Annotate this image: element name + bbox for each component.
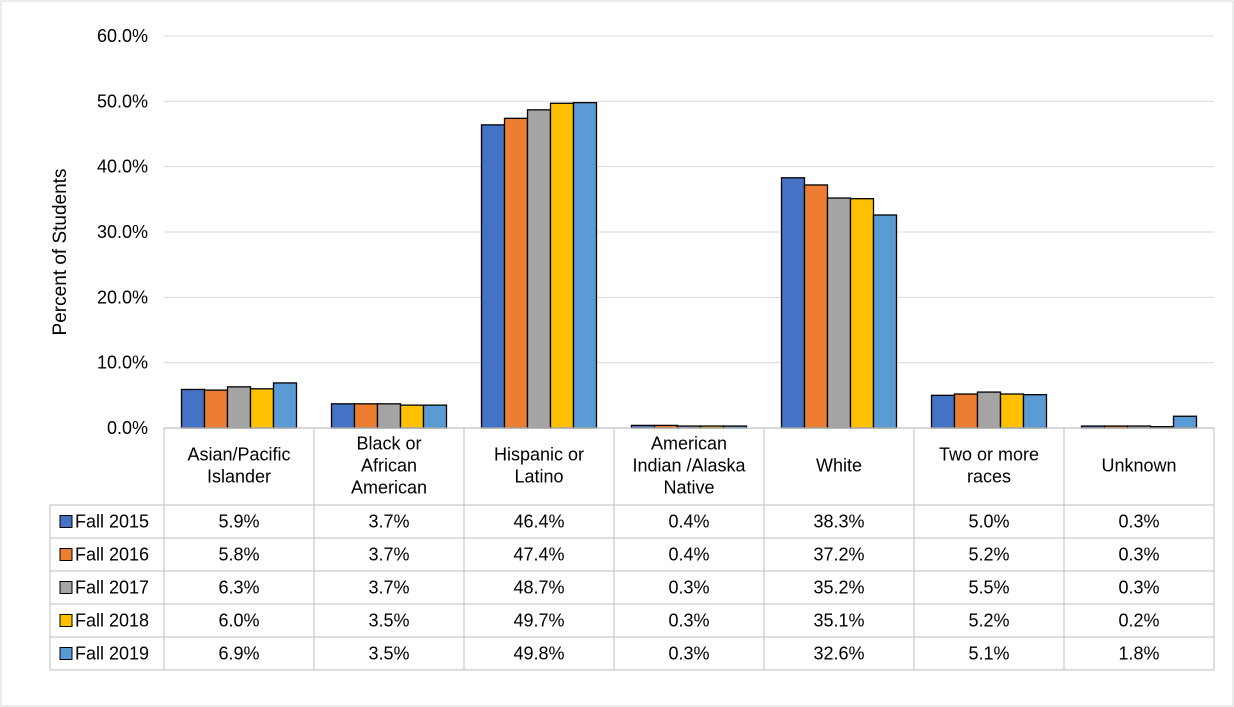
bar xyxy=(376,403,402,429)
data-label: 35.2% xyxy=(813,578,864,598)
data-label: 0.3% xyxy=(668,578,709,598)
data-label: 0.4% xyxy=(668,545,709,565)
bar xyxy=(826,197,852,429)
bar xyxy=(226,386,252,429)
bar xyxy=(399,404,425,429)
data-label: 0.2% xyxy=(1118,611,1159,631)
data-label: 0.3% xyxy=(1118,545,1159,565)
data-label: 3.5% xyxy=(368,611,409,631)
data-label: 0.4% xyxy=(668,512,709,532)
bar xyxy=(353,403,379,429)
category-label: White xyxy=(816,456,862,476)
data-label: 47.4% xyxy=(513,545,564,565)
legend-label: Fall 2019 xyxy=(75,644,149,664)
y-tick-label: 50.0% xyxy=(97,91,148,111)
bar xyxy=(1022,394,1048,429)
data-table: Asian/Pacific Islander Black or African Amer… xyxy=(49,427,1215,671)
data-label: 5.5% xyxy=(968,578,1009,598)
data-label: 3.7% xyxy=(368,578,409,598)
y-tick-label: 10.0% xyxy=(97,353,148,373)
data-label: 46.4% xyxy=(513,512,564,532)
bar xyxy=(272,382,298,429)
data-label: 0.3% xyxy=(668,644,709,664)
bar xyxy=(872,214,898,429)
bars xyxy=(180,101,1198,429)
data-label: 5.9% xyxy=(218,512,259,532)
data-label: 48.7% xyxy=(513,578,564,598)
legend-swatch xyxy=(59,614,73,627)
data-label: 5.8% xyxy=(218,545,259,565)
category-label: Asian/Pacific Islander xyxy=(187,445,290,487)
bar xyxy=(953,393,979,429)
data-label: 0.3% xyxy=(1118,512,1159,532)
bar xyxy=(930,394,956,429)
legend-swatch xyxy=(59,548,73,561)
bar xyxy=(503,117,529,429)
bar xyxy=(549,102,575,429)
category-label: American Indian /Alaska Native xyxy=(632,434,746,498)
category-label: Black or African American xyxy=(351,434,427,498)
data-label: 3.7% xyxy=(368,545,409,565)
data-label: 3.5% xyxy=(368,644,409,664)
bar xyxy=(480,124,506,429)
data-label: 6.9% xyxy=(218,644,259,664)
bar xyxy=(526,109,552,429)
legend-label: Fall 2016 xyxy=(75,545,149,565)
data-label: 6.0% xyxy=(218,611,259,631)
legend-swatch xyxy=(59,515,73,528)
bar xyxy=(180,388,206,429)
data-label: 5.2% xyxy=(968,545,1009,565)
y-axis-ticks: 0.0% 10.0% 20.0% 30.0% 40.0% 50.0% 60.0% xyxy=(97,26,148,438)
bar xyxy=(780,177,806,429)
y-axis-label: Percent of Students xyxy=(50,169,71,336)
bar xyxy=(572,101,598,429)
y-tick-label: 40.0% xyxy=(97,157,148,177)
data-label: 5.2% xyxy=(968,611,1009,631)
category-label: Unknown xyxy=(1101,456,1176,476)
gridlines xyxy=(164,35,1214,364)
legend-label: Fall 2017 xyxy=(75,578,149,598)
y-tick-label: 60.0% xyxy=(97,26,148,46)
data-label: 3.7% xyxy=(368,512,409,532)
bar xyxy=(422,404,448,429)
data-label: 5.1% xyxy=(968,644,1009,664)
bar xyxy=(249,388,275,429)
y-tick-label: 0.0% xyxy=(107,418,148,438)
data-label: 38.3% xyxy=(813,512,864,532)
bar xyxy=(330,403,356,429)
data-label: 49.8% xyxy=(513,644,564,664)
data-label: 49.7% xyxy=(513,611,564,631)
legend-swatch xyxy=(59,581,73,594)
data-label: 1.8% xyxy=(1118,644,1159,664)
bar xyxy=(999,393,1025,429)
data-label: 5.0% xyxy=(968,512,1009,532)
data-label: 35.1% xyxy=(813,611,864,631)
data-label: 0.3% xyxy=(1118,578,1159,598)
data-label: 0.3% xyxy=(668,611,709,631)
legend-label: Fall 2018 xyxy=(75,611,149,631)
legend-label: Fall 2015 xyxy=(75,512,149,532)
bar xyxy=(203,389,229,429)
data-label: 6.3% xyxy=(218,578,259,598)
category-label: Two or more races xyxy=(939,445,1039,487)
bar xyxy=(803,184,829,429)
y-tick-label: 30.0% xyxy=(97,222,148,242)
y-tick-label: 20.0% xyxy=(97,287,148,307)
bar xyxy=(849,198,875,429)
data-label: 37.2% xyxy=(813,545,864,565)
data-label: 32.6% xyxy=(813,644,864,664)
legend-swatch xyxy=(59,647,73,660)
category-label: Hispanic or Latino xyxy=(494,445,584,487)
bar xyxy=(1172,415,1198,429)
bar xyxy=(976,391,1002,429)
